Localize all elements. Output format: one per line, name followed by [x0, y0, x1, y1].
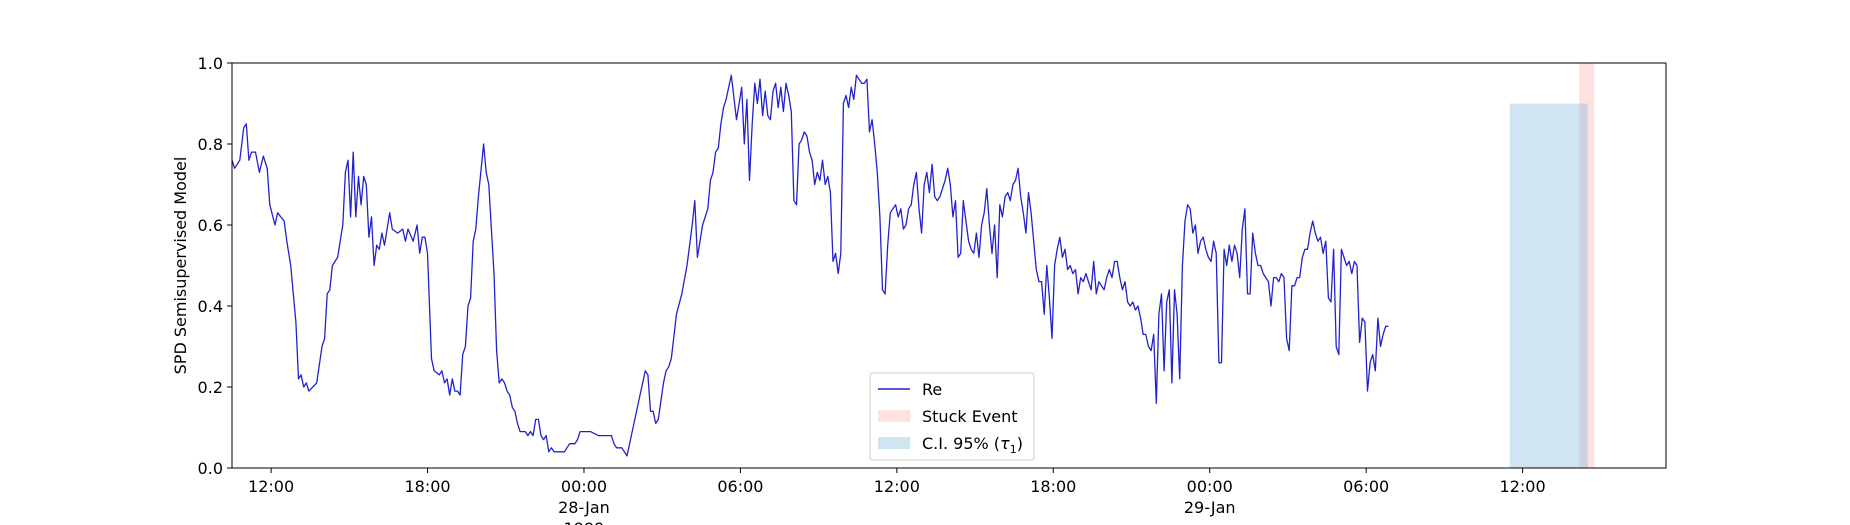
- y-tick-label: 1.0: [198, 54, 223, 73]
- legend-subscript: 1: [1010, 443, 1017, 456]
- series-line-0: [231, 74, 1389, 457]
- x-tick-label: 12:00: [248, 477, 294, 496]
- x-tick-label: 06:00: [1343, 477, 1389, 496]
- x-tick-label: 12:00: [874, 477, 920, 496]
- legend-label-text: Stuck Event: [922, 407, 1018, 426]
- shaded-region-0: [1579, 63, 1595, 468]
- shaded-region-1: [1509, 103, 1588, 468]
- x-tick-year-label: 1999: [564, 519, 605, 525]
- legend-box: [869, 372, 1035, 461]
- x-axis: 12:00 18:00 00:00 28-Jan 1999 06:00 12:00 18:00…: [248, 468, 1546, 525]
- plot-frame: [231, 62, 1667, 469]
- y-axis-label: SPD Semisupervised Model: [171, 157, 190, 375]
- x-tick-label: 18:00: [404, 477, 450, 496]
- y-tick-label: 0.2: [198, 378, 223, 397]
- legend-label: C.I. 95% (τ1): [922, 434, 1023, 456]
- legend-close-paren: ): [1017, 434, 1023, 453]
- shaded-regions: [1509, 63, 1595, 468]
- x-tick-label: 00:00: [561, 477, 607, 496]
- y-tick-label: 0.8: [198, 135, 223, 154]
- y-tick-label: 0.0: [198, 459, 223, 478]
- legend-label-text: C.I. 95% (: [922, 434, 1000, 453]
- legend: Re Stuck Event C.I. 95% (τ1): [869, 372, 1035, 461]
- y-tick-label: 0.6: [198, 216, 223, 235]
- x-tick-label: 12:00: [1500, 477, 1546, 496]
- legend-tau: τ: [1000, 434, 1010, 453]
- x-tick-label: 18:00: [1030, 477, 1076, 496]
- x-tick-date-label: 28-Jan: [558, 498, 610, 517]
- y-axis: 0.0 0.2 0.4 0.6 0.8 1.0: [198, 54, 232, 478]
- legend-label-text: Re: [922, 380, 942, 399]
- y-tick-label: 0.4: [198, 297, 223, 316]
- series-lines: [231, 74, 1389, 457]
- x-tick-label: 00:00: [1187, 477, 1233, 496]
- legend-label: Re: [922, 380, 942, 399]
- x-tick-date-label: 29-Jan: [1184, 498, 1236, 517]
- legend-swatch-patch: [878, 410, 910, 422]
- legend-label: Stuck Event: [922, 407, 1018, 426]
- legend-swatch-patch: [878, 437, 910, 449]
- x-tick-label: 06:00: [717, 477, 763, 496]
